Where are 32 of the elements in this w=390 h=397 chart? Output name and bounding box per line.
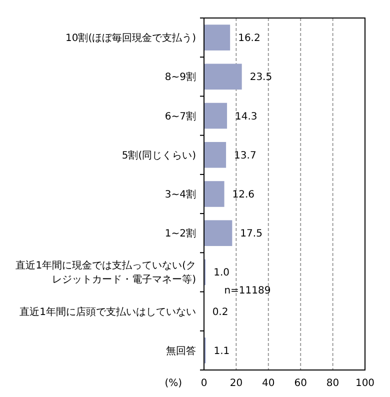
y-tick-label: 1~2割 (164, 228, 196, 240)
bar (204, 142, 226, 168)
x-tick-label: 60 (294, 378, 307, 389)
data-label: 16.2 (238, 33, 260, 44)
bar (204, 181, 224, 207)
y-tick-label: 10割(ほぼ毎回現金で支払う) (65, 32, 196, 44)
data-label: 0.2 (212, 306, 228, 318)
x-tick-label: 0 (200, 378, 208, 389)
bar (204, 102, 228, 129)
data-label: 17.5 (240, 228, 262, 240)
data-label: 23.5 (250, 72, 272, 84)
annotation: n=11189 (224, 285, 271, 296)
y-tick-label: 8~9割 (164, 71, 196, 84)
y-tick-label: 無回答 (166, 344, 196, 357)
data-label: 1.0 (214, 268, 230, 279)
y-tick-label: 直近1年間に店頭で支払いはしていない (20, 306, 196, 318)
bar (204, 24, 230, 50)
data-label: 1.1 (214, 346, 230, 357)
y-tick-label: 3~4割 (164, 188, 196, 200)
x-tick-label: 20 (230, 378, 243, 389)
x-axis-title: (%) (164, 378, 182, 389)
y-tick-label: 6~7割 (164, 110, 196, 122)
y-tick-label: 5割(同じくらい) (122, 149, 196, 162)
bar (204, 220, 232, 246)
data-label: 13.7 (234, 150, 256, 162)
x-tick-label: 40 (262, 378, 275, 389)
x-tick-label: 100 (355, 378, 375, 389)
x-tick-label: 80 (326, 378, 340, 389)
bar (204, 64, 242, 90)
data-label: 12.6 (232, 190, 255, 200)
y-tick-label: 直近1年間に現金では支払っていない(クレジットカード・電子マネー等) (16, 260, 196, 286)
data-label: 14.3 (235, 111, 258, 122)
